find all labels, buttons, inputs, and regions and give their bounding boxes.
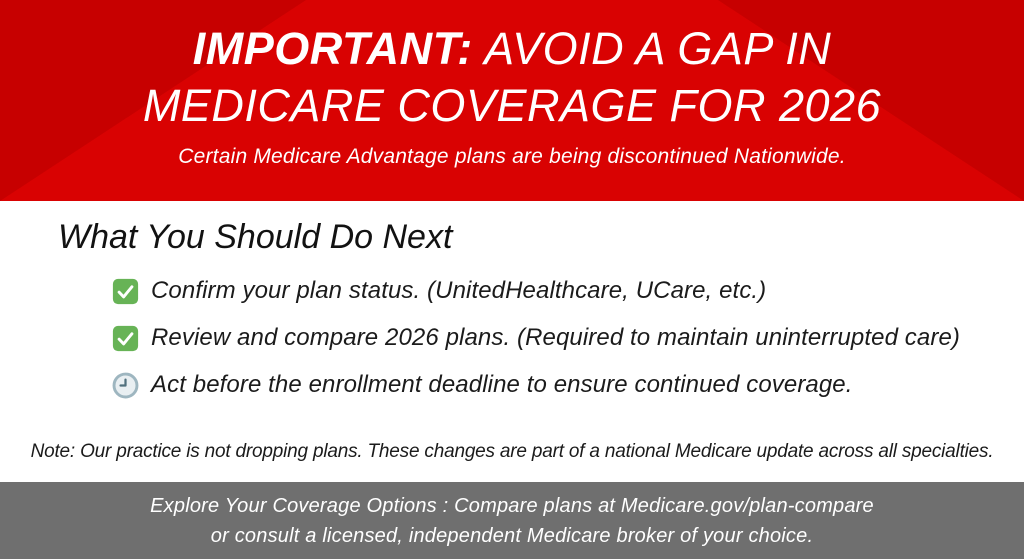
- banner-title-line2: MEDICARE COVERAGE FOR 2026: [142, 80, 882, 131]
- list-item: Review and compare 2026 plans. (Required…: [112, 324, 1024, 352]
- check-icon: [112, 278, 139, 305]
- action-checklist: Confirm your plan status. (UnitedHealthc…: [112, 277, 1024, 399]
- list-item-text: Review and compare 2026 plans. (Required…: [151, 324, 960, 351]
- banner-subtitle: Certain Medicare Advantage plans are bei…: [178, 145, 846, 168]
- footer-bar: Explore Your Coverage Options : Compare …: [0, 482, 1024, 559]
- alert-banner: IMPORTANT: AVOID A GAP IN MEDICARE COVER…: [0, 0, 1024, 201]
- banner-title-rest: AVOID A GAP IN: [472, 23, 832, 74]
- list-item-text: Confirm your plan status. (UnitedHealthc…: [151, 277, 767, 304]
- footer-line2: or consult a licensed, independent Medic…: [210, 524, 814, 547]
- section-heading: What You Should Do Next: [58, 218, 453, 256]
- banner-title: IMPORTANT: AVOID A GAP IN MEDICARE COVER…: [0, 20, 1024, 134]
- action-section: What You Should Do Next Confirm your pla…: [0, 201, 1024, 482]
- banner-content: IMPORTANT: AVOID A GAP IN MEDICARE COVER…: [0, 0, 1024, 169]
- banner-title-emphasis: IMPORTANT:: [192, 23, 473, 74]
- list-item: Confirm your plan status. (UnitedHealthc…: [112, 277, 1024, 305]
- footer-line1: Explore Your Coverage Options : Compare …: [150, 494, 874, 517]
- list-item-text: Act before the enrollment deadline to en…: [151, 371, 853, 398]
- clock-icon: [112, 372, 139, 399]
- disclaimer-note: Note: Our practice is not dropping plans…: [30, 441, 994, 462]
- check-icon: [112, 325, 139, 352]
- list-item: Act before the enrollment deadline to en…: [112, 371, 1024, 399]
